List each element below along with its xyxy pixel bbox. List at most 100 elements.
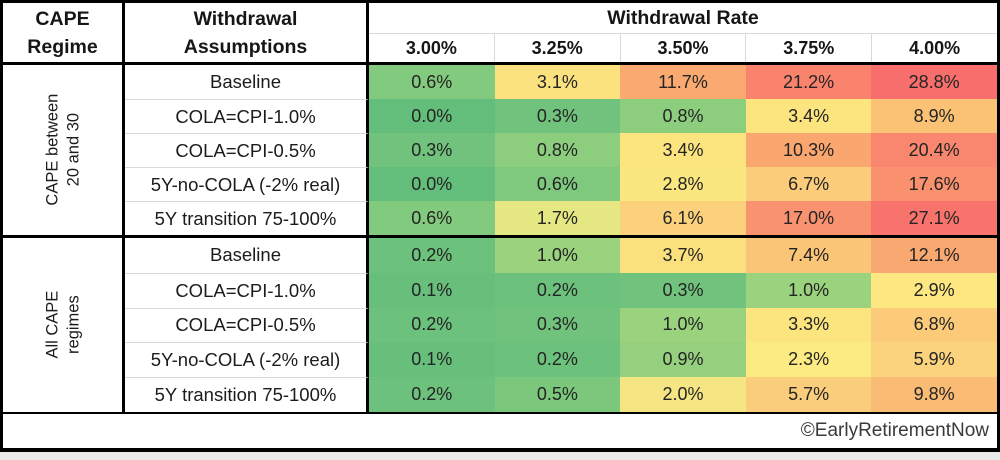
heatmap-cell: 5.7% [745, 377, 872, 412]
heatmap-cell: 2.8% [620, 167, 746, 201]
heatmap-cell: 0.0% [369, 167, 495, 201]
cape-regime-header-line2: Regime [27, 35, 98, 58]
heatmap-cell: 0.2% [369, 377, 495, 412]
heatmap-cell: 0.0% [369, 99, 495, 133]
heatmap-cell: 20.4% [871, 133, 997, 167]
heatmap-cell: 0.2% [369, 307, 495, 343]
heatmap-cell: 12.1% [871, 238, 997, 273]
assumption-label: 5Y-no-COLA (-2% real) [125, 167, 369, 201]
heatmap-cell: 17.6% [871, 167, 997, 201]
heatmap-cell: 0.6% [369, 201, 495, 235]
heatmap-cell: 3.4% [620, 133, 746, 167]
heatmap-cell: 28.8% [871, 65, 997, 99]
assumption-label: 5Y transition 75-100% [125, 377, 369, 412]
rotated-group-label: CAPE between 20 and 30 [42, 94, 83, 206]
assumption-label: COLA=CPI-0.5% [125, 133, 369, 167]
heatmap-cell: 1.0% [494, 238, 621, 273]
heatmap-cell: 0.6% [494, 167, 621, 201]
assumption-label: 5Y-no-COLA (-2% real) [125, 342, 369, 378]
table-row: Baseline 0.2% 1.0% 3.7% 7.4% 12.1% [125, 238, 997, 273]
heatmap-cell: 0.2% [494, 342, 621, 378]
heatmap-cell: 0.5% [494, 377, 621, 412]
group-label-line: regimes [63, 295, 82, 355]
group-label-cell: CAPE between 20 and 30 [3, 65, 125, 235]
assumption-label: COLA=CPI-1.0% [125, 99, 369, 133]
heatmap-cell: 11.7% [620, 65, 746, 99]
rate-column-headers: 3.00% 3.25% 3.50% 3.75% 4.00% [369, 34, 997, 62]
rate-column-header: 4.00% [871, 34, 997, 62]
heatmap-cell: 0.3% [620, 272, 746, 308]
heatmap-cell: 6.1% [620, 201, 746, 235]
cape-regime-block: CAPE between 20 and 30 Baseline 0.6% 3.1% 11.… [3, 65, 997, 235]
group-label-line: 20 and 30 [63, 113, 82, 187]
heatmap-cell: 0.8% [620, 99, 746, 133]
rotated-group-label: All CAPE regimes [42, 291, 83, 359]
heatmap-cell: 0.9% [620, 342, 746, 378]
table-row: 5Y-no-COLA (-2% real) 0.1% 0.2% 0.9% 2.3% 5.9… [125, 342, 997, 378]
withdrawal-assumptions-header-line2: Assumptions [183, 35, 308, 58]
heatmap-cell: 27.1% [871, 201, 997, 235]
rate-column-header: 3.00% [405, 37, 457, 58]
heatmap-cell: 9.8% [871, 377, 997, 412]
heatmap-cell: 1.7% [494, 201, 621, 235]
table-row: COLA=CPI-0.5% 0.2% 0.3% 1.0% 3.3% 6.8% [125, 307, 997, 343]
group-label-line: All CAPE [42, 291, 61, 359]
assumption-label: Baseline [125, 238, 369, 273]
block-rows: Baseline 0.2% 1.0% 3.7% 7.4% 12.1% COLA=CPI-1.… [125, 238, 997, 412]
table-row: 5Y-no-COLA (-2% real) 0.0% 0.6% 2.8% 6.7% 17.… [125, 167, 997, 201]
assumption-label: Baseline [125, 65, 369, 99]
heatmap-cell: 1.0% [745, 272, 872, 308]
group-label-cell: All CAPE regimes [3, 238, 125, 412]
heatmap-cell: 3.4% [745, 99, 872, 133]
withdrawal-assumptions-header-line1: Withdrawal [193, 7, 298, 30]
heatmap-cell: 8.9% [871, 99, 997, 133]
block-rows: Baseline 0.6% 3.1% 11.7% 21.2% 28.8% COLA=CPI-… [125, 65, 997, 235]
heatmap-cell: 10.3% [745, 133, 872, 167]
rate-column-header: 3.25% [493, 34, 620, 62]
block-divider [3, 235, 997, 238]
heatmap-cell: 0.3% [494, 307, 621, 343]
heatmap-cell: 6.8% [871, 307, 997, 343]
heatmap-cell: 0.6% [369, 65, 495, 99]
heatmap-cell: 0.8% [494, 133, 621, 167]
withdrawal-assumptions-header: Withdrawal Assumptions [125, 3, 369, 62]
cape-regime-header-line1: CAPE [35, 7, 90, 30]
heatmap-cell: 1.0% [620, 307, 746, 343]
cape-regime-header: CAPE Regime [3, 3, 125, 62]
heatmap-cell: 2.9% [871, 272, 997, 308]
heatmap-cell: 2.3% [745, 342, 872, 378]
heatmap-cell: 5.9% [871, 342, 997, 378]
heatmap-cell: 0.3% [369, 133, 495, 167]
footer-row: ©EarlyRetirementNow [3, 411, 997, 448]
heatmap-cell: 3.7% [620, 238, 746, 273]
rate-column-header: 3.75% [745, 34, 871, 62]
heatmap-cell: 0.1% [369, 272, 495, 308]
table-header-row: CAPE Regime Withdrawal Assumptions Withd… [3, 3, 997, 65]
heatmap-cell: 0.2% [494, 272, 621, 308]
assumption-label: COLA=CPI-0.5% [125, 307, 369, 343]
table-row: Baseline 0.6% 3.1% 11.7% 21.2% 28.8% [125, 65, 997, 99]
table-row: COLA=CPI-1.0% 0.1% 0.2% 0.3% 1.0% 2.9% [125, 272, 997, 308]
heatmap-cell: 17.0% [745, 201, 872, 235]
table-body: CAPE between 20 and 30 Baseline 0.6% 3.1% 11.… [3, 65, 997, 412]
rate-column-header: 3.50% [619, 34, 746, 62]
heatmap-cell: 3.3% [745, 307, 872, 343]
heatmap-cell: 0.2% [369, 238, 495, 273]
table-row: 5Y transition 75-100% 0.2% 0.5% 2.0% 5.7% 9.8… [125, 377, 997, 412]
table-row: 5Y transition 75-100% 0.6% 1.7% 6.1% 17.0% 27… [125, 201, 997, 235]
heatmap-cell: 3.1% [494, 65, 621, 99]
assumption-label: COLA=CPI-1.0% [125, 272, 369, 308]
heatmap-cell: 0.3% [494, 99, 621, 133]
withdrawal-rate-title: Withdrawal Rate [369, 3, 997, 34]
table-row: COLA=CPI-1.0% 0.0% 0.3% 0.8% 3.4% 8.9% [125, 99, 997, 133]
heatmap-cell: 7.4% [745, 238, 872, 273]
credit-text: ©EarlyRetirementNow [800, 419, 989, 441]
cape-regime-block: All CAPE regimes Baseline 0.2% 1.0% 3.7% 7.4% 1… [3, 238, 997, 412]
heatmap-cell: 6.7% [745, 167, 872, 201]
heatmap-cell: 0.1% [369, 342, 495, 378]
group-label-line: CAPE between [42, 94, 61, 206]
table-row: COLA=CPI-0.5% 0.3% 0.8% 3.4% 10.3% 20.4% [125, 133, 997, 167]
heatmap-cell: 2.0% [620, 377, 746, 412]
